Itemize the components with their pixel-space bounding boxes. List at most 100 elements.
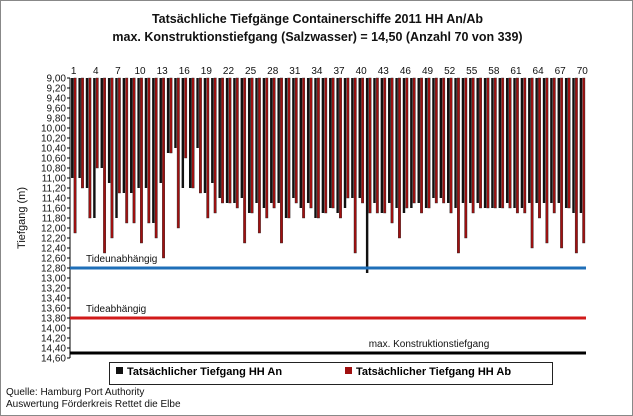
bar-an xyxy=(402,78,406,213)
bar-ab xyxy=(530,77,534,249)
bar-ab xyxy=(457,77,460,254)
bar-ab xyxy=(567,77,571,209)
bar-an xyxy=(513,78,516,208)
chart-title: Tatsächliche Tiefgänge Containerschiffe … xyxy=(151,12,484,26)
bar-ab xyxy=(324,77,328,214)
bar-an xyxy=(144,78,148,188)
x-tick-label: 34 xyxy=(311,66,323,77)
bar-ab xyxy=(560,77,564,249)
bar-an xyxy=(373,78,376,203)
bar-ab xyxy=(420,77,423,214)
bar-ab xyxy=(125,77,129,224)
bar-ab xyxy=(95,77,99,169)
bar-ab xyxy=(552,77,556,214)
legend-item-an: Tatsächlicher Tiefgang HH An xyxy=(116,366,282,378)
bar-ab xyxy=(228,77,232,204)
bar-an xyxy=(520,78,524,208)
bar-an xyxy=(277,78,280,203)
source-line-1: Quelle: Hamburg Port Authority xyxy=(6,387,145,398)
bar-an xyxy=(218,78,221,198)
bar-ab xyxy=(198,77,202,194)
bar-ab xyxy=(213,77,217,214)
bar-ab xyxy=(221,77,224,204)
bar-ab xyxy=(353,77,357,254)
reference-line-label: Tideabhängig xyxy=(86,304,146,315)
y-tick-label: 9,40 xyxy=(47,94,67,105)
legend-swatch-ab xyxy=(345,367,352,374)
bar-an xyxy=(329,78,332,208)
y-tick-label: 11,40 xyxy=(42,194,67,205)
bar-ab xyxy=(368,77,372,214)
y-tick-label: 9,80 xyxy=(47,114,67,125)
bar-an xyxy=(321,78,325,213)
x-tick-label: 67 xyxy=(555,66,567,77)
bar-an xyxy=(306,78,310,203)
bar-ab xyxy=(147,77,151,224)
bar-an xyxy=(78,78,81,178)
x-tick-label: 55 xyxy=(466,66,478,77)
bar-an xyxy=(284,78,288,218)
source-line-2: Auswertung Förderkreis Rettet die Elbe xyxy=(6,399,181,410)
bar-ab xyxy=(427,77,431,209)
bar-an xyxy=(71,78,74,178)
chart-legend: Tatsächlicher Tiefgang HH An Tatsächlich… xyxy=(109,362,553,385)
y-tick-label: 9,20 xyxy=(47,84,67,95)
bar-ab xyxy=(493,77,497,209)
x-tick-label: 37 xyxy=(333,66,345,77)
bar-ab xyxy=(449,77,453,214)
bar-an xyxy=(152,78,155,223)
bar-ab xyxy=(464,77,468,239)
bar-ab xyxy=(154,77,158,239)
bar-an xyxy=(211,78,214,183)
y-tick-label: 10,80 xyxy=(41,164,66,175)
bar-an xyxy=(292,78,295,198)
x-tick-label: 46 xyxy=(400,66,412,77)
bar-ab xyxy=(287,77,291,219)
bar-an xyxy=(85,78,89,188)
bar-ab xyxy=(316,77,320,219)
y-tick-label: 13,00 xyxy=(41,274,66,285)
bar-ab xyxy=(117,77,121,194)
bar-an xyxy=(417,78,420,203)
bar-ab xyxy=(88,77,92,219)
bar-ab xyxy=(501,77,505,209)
bar-an xyxy=(122,78,126,193)
y-tick-label: 14,40 xyxy=(41,344,66,355)
bar-an xyxy=(137,78,140,188)
y-tick-label: 13,40 xyxy=(41,294,66,305)
bar-ab xyxy=(110,77,114,239)
legend-item-ab: Tatsächlicher Tiefgang HH Ab xyxy=(345,366,511,378)
bar-an xyxy=(564,78,568,208)
bar-ab xyxy=(280,77,283,244)
bar-an xyxy=(498,78,502,208)
bar-ab xyxy=(442,77,446,204)
bar-an xyxy=(196,78,199,148)
x-tick-label: 16 xyxy=(179,66,191,77)
bar-ab xyxy=(434,77,438,204)
bar-an xyxy=(233,78,236,203)
x-tick-label: 64 xyxy=(533,66,545,77)
x-tick-label: 13 xyxy=(157,66,169,77)
bar-ab xyxy=(412,77,416,204)
bar-an xyxy=(424,78,428,208)
bar-an xyxy=(174,78,177,148)
bar-ab xyxy=(390,77,394,224)
x-tick-label: 43 xyxy=(378,66,390,77)
bar-an xyxy=(203,78,207,193)
bar-an xyxy=(240,78,244,198)
x-tick-label: 61 xyxy=(510,66,522,77)
bar-an xyxy=(410,78,413,208)
bar-ab xyxy=(132,77,136,224)
y-tick-label: 12,20 xyxy=(41,234,66,245)
bar-an xyxy=(225,78,229,203)
bar-ab xyxy=(302,77,306,219)
bar-ab xyxy=(265,77,269,219)
bar-an xyxy=(572,78,575,213)
bar-an xyxy=(255,78,258,203)
bar-ab xyxy=(398,77,401,239)
y-tick-label: 12,40 xyxy=(41,244,66,255)
y-tick-label: 14,60 xyxy=(41,354,66,365)
x-tick-label: 52 xyxy=(444,66,456,77)
bar-ab xyxy=(184,77,188,159)
bar-ab xyxy=(294,77,298,204)
